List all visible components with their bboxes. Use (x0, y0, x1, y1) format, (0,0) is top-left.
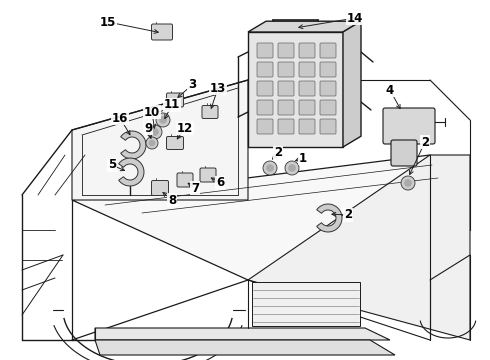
FancyBboxPatch shape (278, 119, 294, 134)
FancyBboxPatch shape (278, 81, 294, 96)
FancyBboxPatch shape (391, 140, 417, 166)
Circle shape (160, 117, 166, 123)
Text: 10: 10 (144, 105, 160, 118)
FancyBboxPatch shape (299, 43, 315, 58)
Polygon shape (72, 80, 248, 200)
Text: 7: 7 (191, 181, 199, 194)
Text: 14: 14 (347, 12, 363, 24)
FancyBboxPatch shape (200, 168, 216, 182)
FancyBboxPatch shape (202, 105, 218, 118)
Text: 12: 12 (177, 122, 193, 135)
Text: 9: 9 (144, 122, 152, 135)
Text: 2: 2 (344, 208, 352, 221)
Text: 15: 15 (100, 15, 116, 28)
FancyBboxPatch shape (299, 100, 315, 115)
FancyBboxPatch shape (299, 62, 315, 77)
FancyBboxPatch shape (320, 100, 336, 115)
FancyBboxPatch shape (278, 43, 294, 58)
Polygon shape (343, 21, 361, 147)
FancyBboxPatch shape (257, 100, 273, 115)
FancyBboxPatch shape (320, 62, 336, 77)
Circle shape (152, 129, 158, 135)
Polygon shape (119, 158, 144, 186)
Text: 8: 8 (168, 194, 176, 207)
FancyBboxPatch shape (257, 62, 273, 77)
Circle shape (149, 140, 155, 146)
FancyBboxPatch shape (167, 136, 183, 149)
FancyBboxPatch shape (257, 119, 273, 134)
Polygon shape (248, 32, 343, 147)
Text: 16: 16 (112, 112, 128, 125)
Circle shape (148, 125, 162, 139)
Circle shape (146, 137, 158, 149)
Text: 6: 6 (216, 176, 224, 189)
Polygon shape (72, 155, 470, 280)
Text: 11: 11 (164, 99, 180, 112)
Polygon shape (317, 204, 342, 232)
Text: 1: 1 (299, 152, 307, 165)
FancyBboxPatch shape (299, 119, 315, 134)
FancyBboxPatch shape (320, 81, 336, 96)
Text: 13: 13 (210, 81, 226, 94)
Text: 2: 2 (274, 147, 282, 159)
FancyBboxPatch shape (383, 108, 435, 144)
Circle shape (156, 113, 170, 127)
Text: 5: 5 (108, 158, 116, 171)
Polygon shape (121, 131, 146, 159)
Circle shape (405, 180, 411, 186)
FancyBboxPatch shape (151, 24, 172, 40)
Text: 2: 2 (421, 135, 429, 148)
Polygon shape (252, 282, 360, 326)
FancyBboxPatch shape (320, 119, 336, 134)
Circle shape (263, 161, 277, 175)
Circle shape (267, 165, 273, 171)
FancyBboxPatch shape (177, 173, 193, 187)
FancyBboxPatch shape (167, 93, 183, 107)
Circle shape (401, 176, 415, 190)
FancyBboxPatch shape (257, 81, 273, 96)
FancyBboxPatch shape (257, 43, 273, 58)
Text: 3: 3 (188, 78, 196, 91)
Polygon shape (248, 21, 361, 32)
Polygon shape (248, 155, 470, 340)
FancyBboxPatch shape (151, 180, 169, 195)
Polygon shape (95, 328, 390, 340)
Circle shape (285, 161, 299, 175)
FancyBboxPatch shape (278, 62, 294, 77)
FancyBboxPatch shape (299, 81, 315, 96)
FancyBboxPatch shape (320, 43, 336, 58)
Text: 4: 4 (386, 84, 394, 96)
Circle shape (289, 165, 295, 171)
FancyBboxPatch shape (278, 100, 294, 115)
Polygon shape (95, 340, 395, 355)
